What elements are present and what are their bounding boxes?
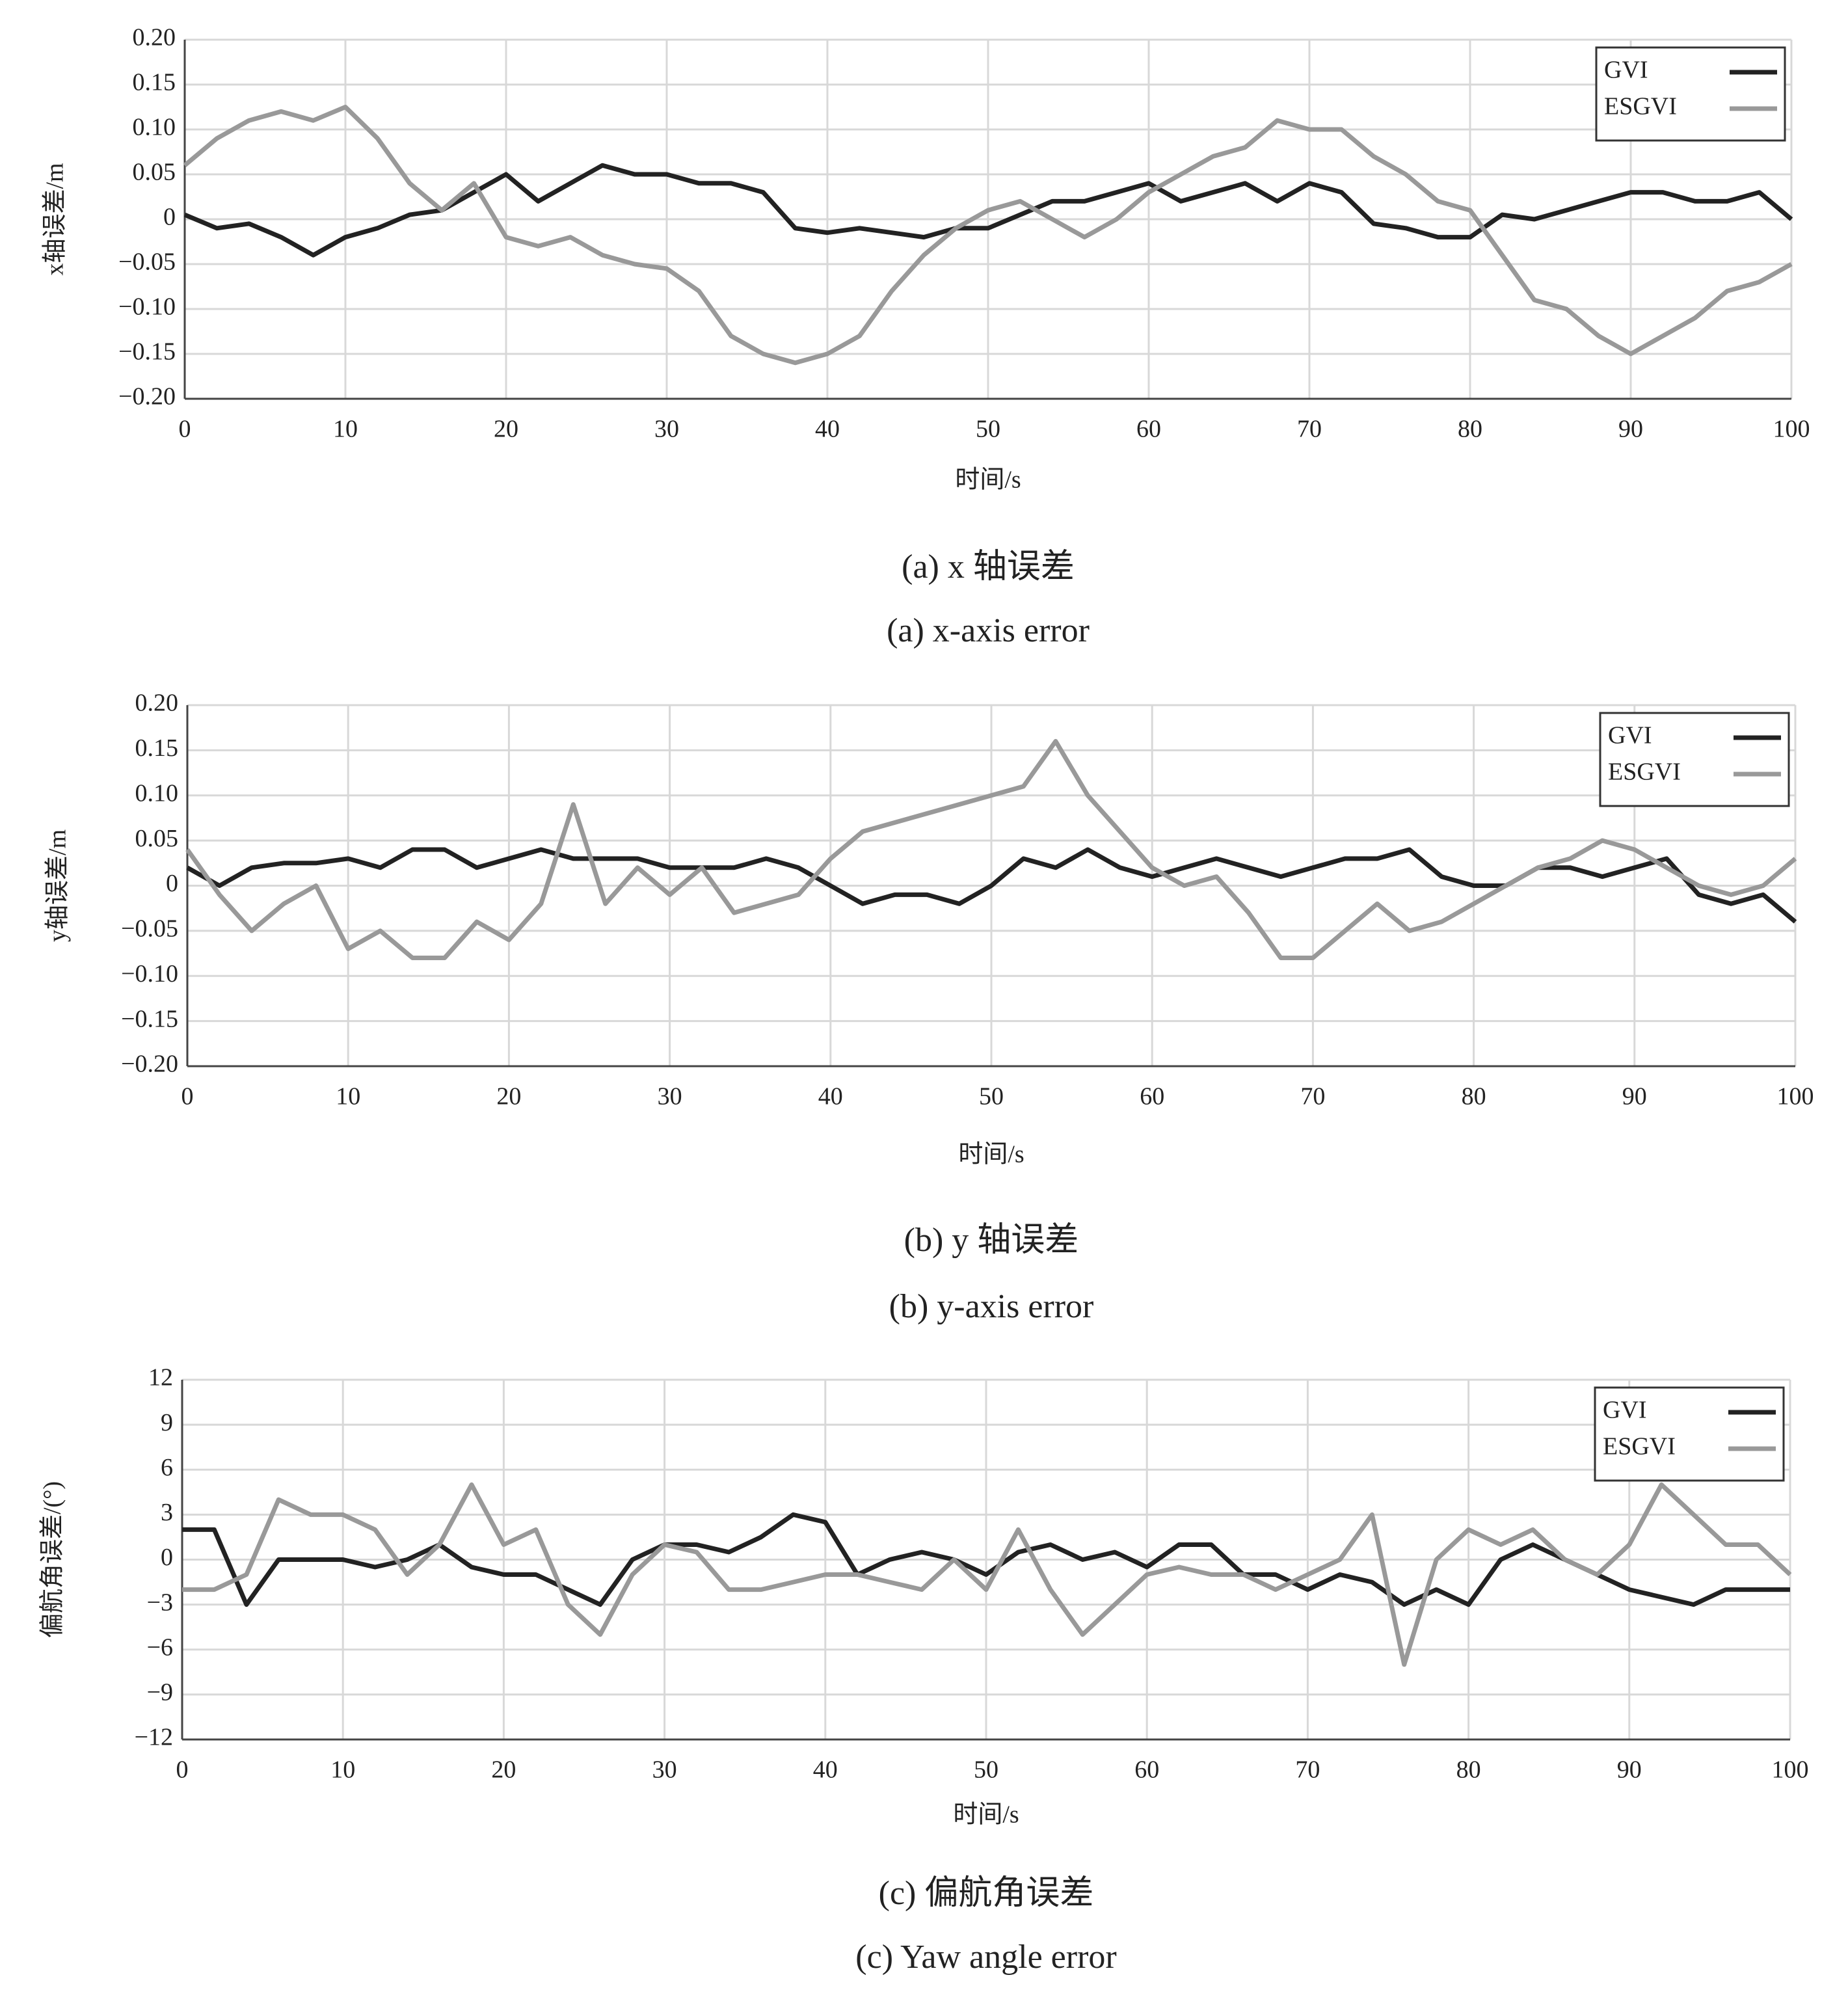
y-axis-label: 偏航角误差/(°) [39, 1481, 66, 1638]
y-tick-label: 0.05 [133, 159, 176, 186]
series-line [183, 163, 1793, 258]
x-tick-label: 100 [1773, 416, 1810, 443]
y-tick-label: −0.05 [118, 248, 176, 276]
legend-label: GVI [1604, 57, 1648, 84]
y-tick-label: 0.20 [133, 24, 176, 51]
x-tick-label: 50 [974, 1756, 998, 1784]
x-axis-label: 时间/s [958, 1141, 1024, 1168]
series-line [183, 105, 1793, 366]
legend-label: GVI [1603, 1397, 1647, 1424]
x-tick-label: 90 [1622, 1083, 1647, 1110]
caption-en: (c) Yaw angle error [855, 1939, 1116, 1976]
y-axis-label: x轴误差/m [42, 163, 69, 275]
y-tick-label: 0.15 [133, 69, 176, 96]
y-tick-label: 12 [148, 1364, 173, 1391]
x-tick-label: 100 [1772, 1756, 1809, 1784]
y-tick-label: 3 [161, 1499, 173, 1526]
y-tick-label: 0.05 [135, 825, 179, 852]
x-tick-label: 30 [658, 1083, 682, 1110]
x-tick-label: 0 [179, 416, 191, 443]
y-tick-label: 6 [161, 1454, 173, 1481]
x-tick-label: 80 [1458, 416, 1482, 443]
legend-label: ESGVI [1608, 759, 1681, 786]
x-tick-label: 80 [1462, 1083, 1486, 1110]
legend-label: ESGVI [1603, 1433, 1676, 1460]
legend-label: GVI [1608, 722, 1652, 749]
x-tick-label: 30 [652, 1756, 677, 1784]
x-tick-label: 10 [336, 1083, 360, 1110]
caption: (a) x 轴误差 [902, 548, 1075, 585]
x-tick-label: 60 [1140, 1083, 1164, 1110]
y-tick-label: −3 [147, 1589, 173, 1616]
y-tick-label: −9 [147, 1679, 173, 1706]
y-tick-label: 0.20 [135, 690, 179, 717]
x-tick-label: 100 [1777, 1083, 1814, 1110]
caption: (b) y 轴误差 [904, 1222, 1079, 1259]
y-tick-label: −0.20 [121, 1051, 178, 1078]
x-tick-label: 40 [818, 1083, 843, 1110]
x-tick-label: 10 [330, 1756, 355, 1784]
x-tick-label: 70 [1295, 1756, 1320, 1784]
x-tick-label: 40 [813, 1756, 838, 1784]
x-tick-label: 90 [1618, 416, 1643, 443]
y-tick-label: 0.15 [135, 734, 179, 762]
y-tick-label: −12 [135, 1724, 173, 1751]
y-tick-label: −0.15 [121, 1005, 178, 1032]
x-axis-label: 时间/s [953, 1801, 1019, 1829]
x-tick-label: 10 [333, 416, 358, 443]
legend-box [1599, 712, 1790, 807]
y-tick-label: −0.10 [121, 960, 178, 987]
caption-en: (a) x-axis error [887, 612, 1090, 649]
x-tick-label: 80 [1456, 1756, 1481, 1784]
y-axis-label: y轴误差/m [44, 829, 72, 942]
y-tick-label: 0 [166, 870, 178, 897]
caption-en: (b) y-axis error [889, 1288, 1094, 1325]
y-tick-label: 0.10 [135, 779, 179, 807]
y-tick-label: 9 [161, 1409, 173, 1436]
x-tick-label: 0 [181, 1083, 194, 1110]
y-tick-label: −0.15 [118, 338, 176, 366]
y-tick-label: −0.20 [118, 383, 176, 410]
series-line [185, 739, 1797, 960]
x-tick-label: 40 [815, 416, 840, 443]
x-tick-label: 60 [1136, 416, 1161, 443]
y-tick-label: −0.10 [118, 293, 176, 321]
legend-box [1595, 46, 1786, 142]
y-tick-label: −0.05 [121, 915, 178, 943]
x-tick-label: 30 [654, 416, 679, 443]
x-axis-label: 时间/s [955, 466, 1021, 494]
y-tick-label: 0 [161, 1544, 173, 1571]
x-tick-label: 20 [496, 1083, 521, 1110]
y-tick-label: −6 [147, 1633, 173, 1661]
x-tick-label: 70 [1300, 1083, 1325, 1110]
x-tick-label: 50 [976, 416, 1000, 443]
caption: (c) 偏航角误差 [879, 1875, 1094, 1912]
y-tick-label: 0.10 [133, 114, 176, 141]
series-line [182, 1482, 1792, 1667]
x-tick-label: 50 [979, 1083, 1004, 1110]
x-tick-label: 70 [1297, 416, 1322, 443]
x-tick-label: 0 [176, 1756, 189, 1784]
legend-label: ESGVI [1604, 93, 1677, 120]
y-tick-label: 0 [163, 204, 176, 231]
x-tick-label: 60 [1134, 1756, 1159, 1784]
x-tick-label: 20 [491, 1756, 516, 1784]
series-line [182, 1512, 1790, 1607]
x-tick-label: 90 [1617, 1756, 1642, 1784]
legend-box [1594, 1386, 1785, 1482]
x-tick-label: 20 [494, 416, 518, 443]
